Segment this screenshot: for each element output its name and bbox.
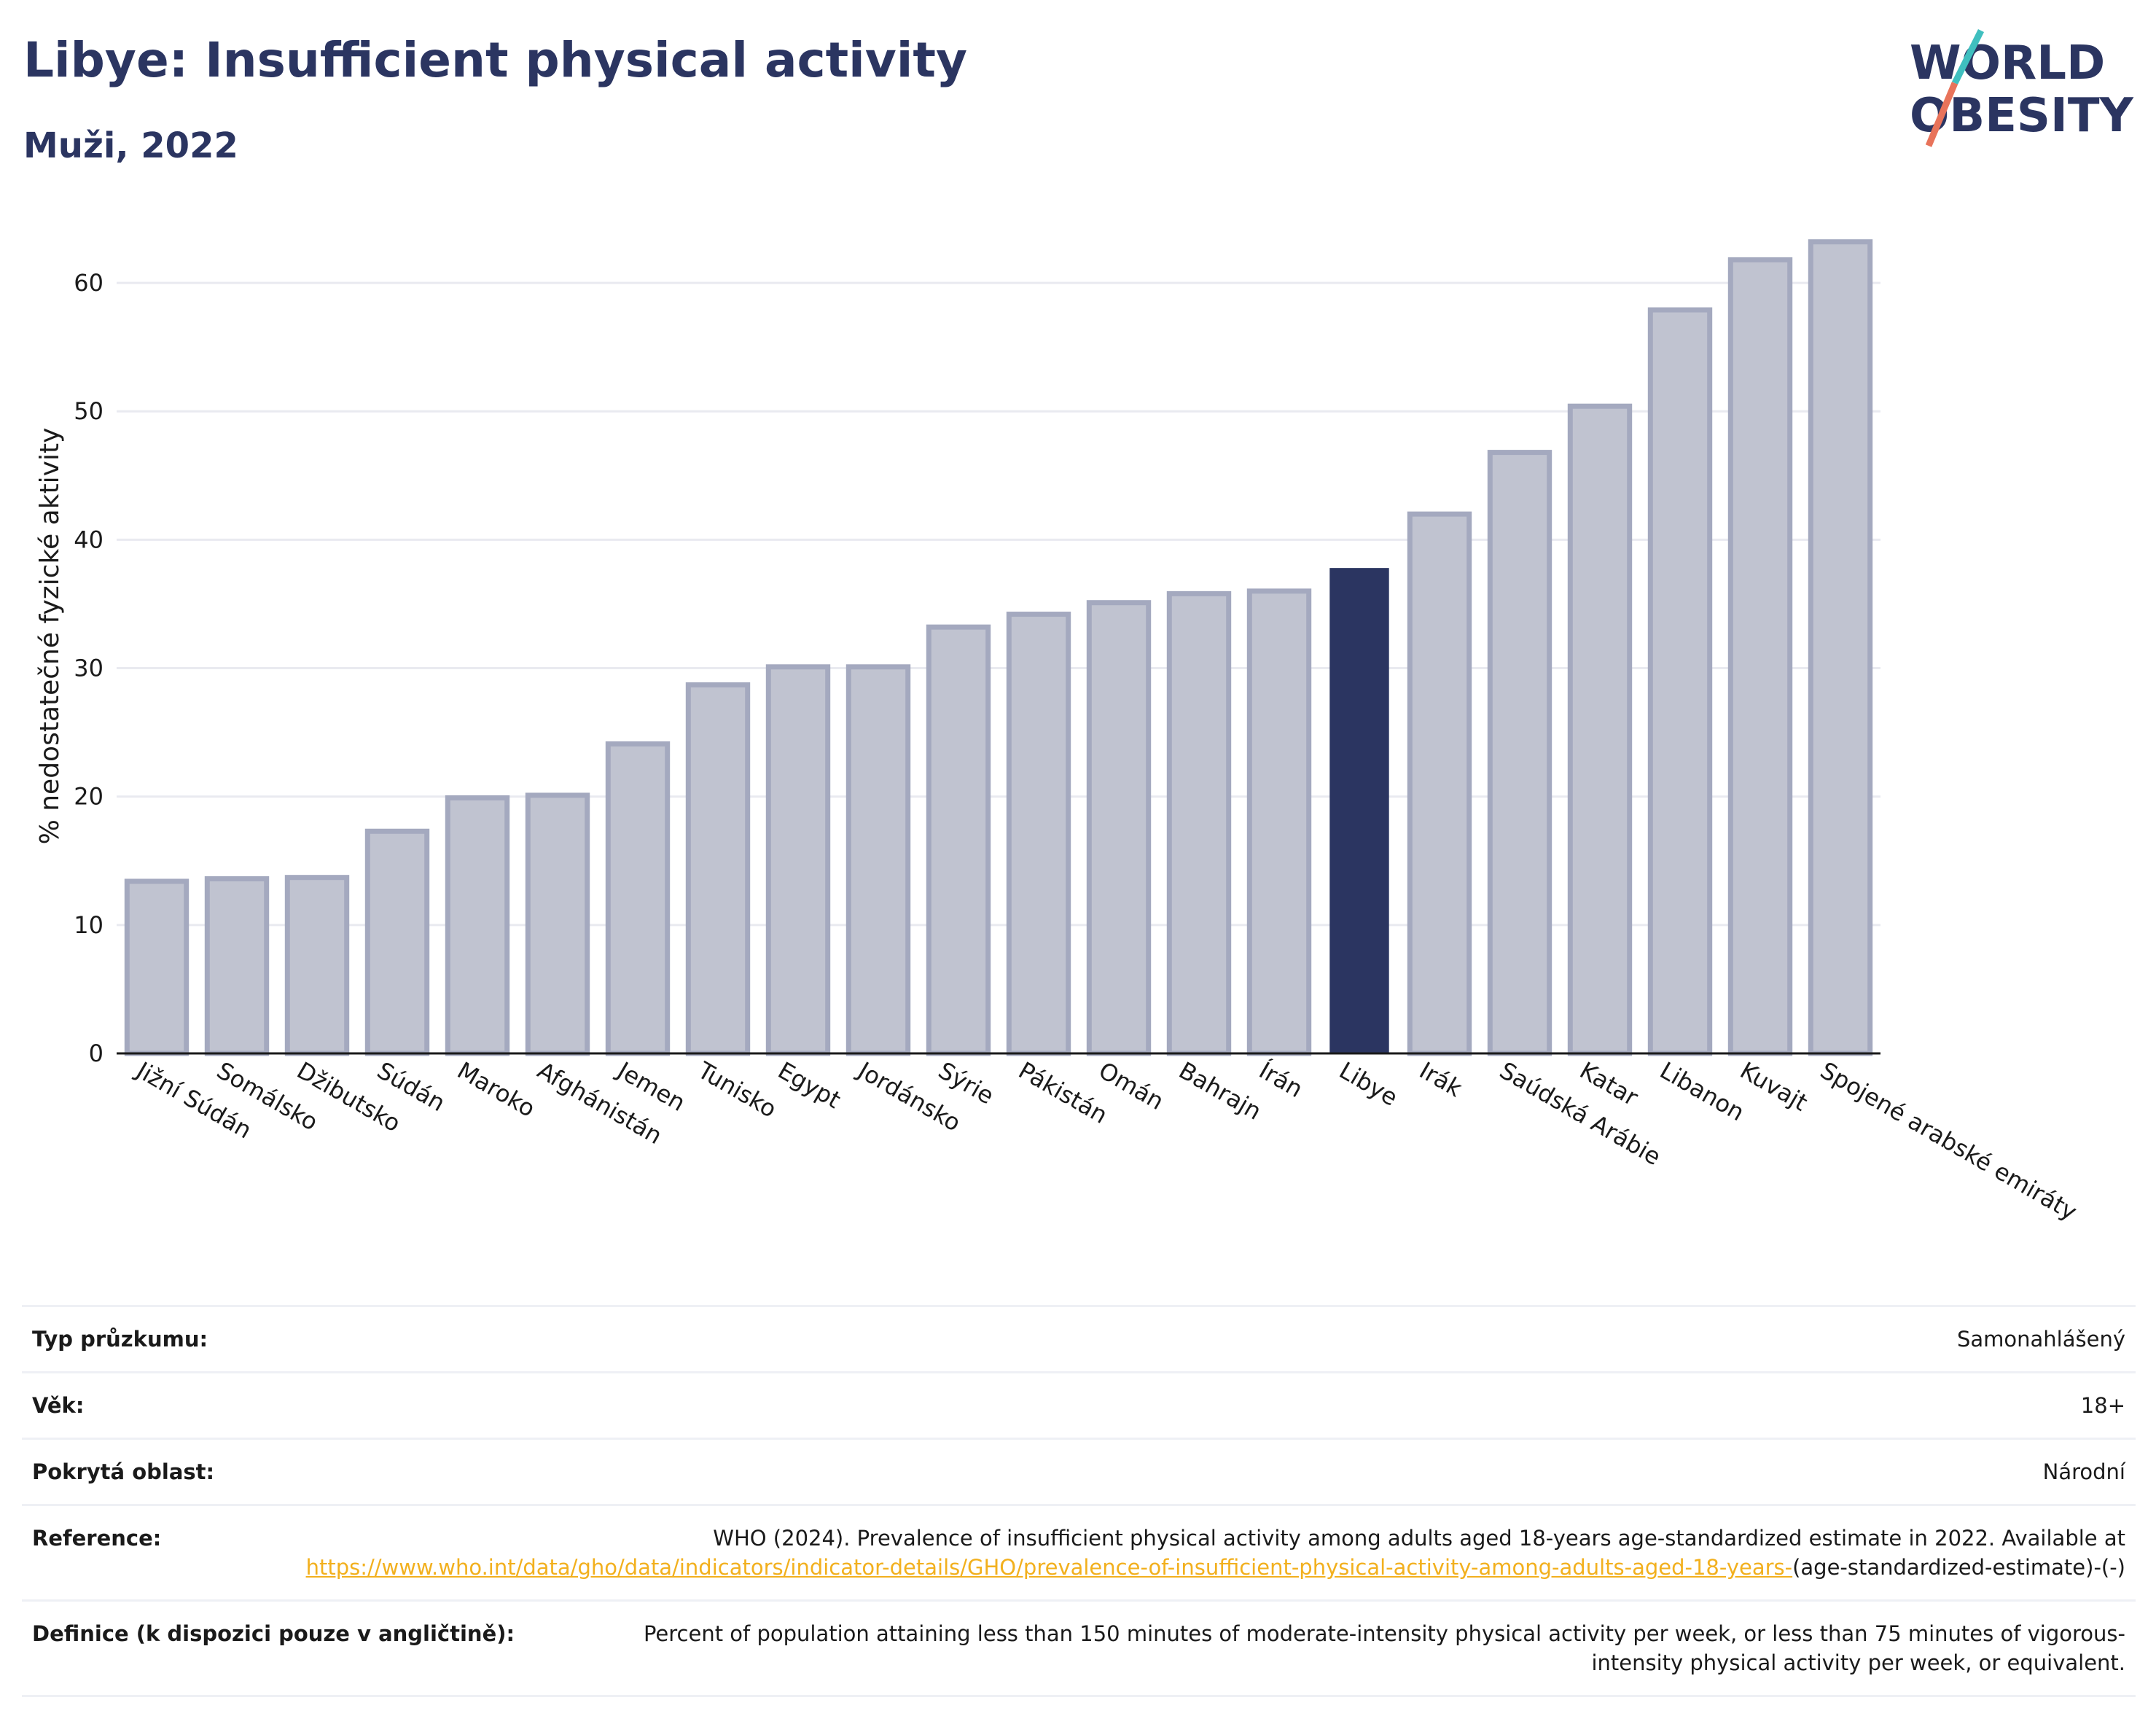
y-ticks: 0 10 20 30 40 50 60 [74,269,103,1067]
y-axis-title: % nedostatečné fyzické aktivity [35,428,65,845]
bar-jordánsko [845,664,911,1056]
bar-afghánistán [525,792,590,1056]
bar-pákistán [1006,612,1071,1056]
x-tick-label: Kuvajt [1735,1056,1812,1117]
definition-label: Definice (k dispozici pouze v angličtině… [32,1621,515,1646]
y-tick-label: 20 [74,783,103,811]
bar-omán [1086,600,1152,1056]
info-row-survey-type: Typ průzkumu: Samonahlášený [22,1305,2136,1371]
x-tick-label: Írán [1254,1056,1308,1103]
x-tick-label: Spojené arabské emiráty [1816,1056,2082,1226]
y-tick-label: 0 [89,1040,103,1067]
bar-tunisko [685,682,751,1056]
age-label: Věk: [32,1393,85,1418]
survey-type-label: Typ průzkumu: [32,1327,208,1352]
reference-suffix: (age-standardized-estimate)-(-) [1792,1555,2125,1580]
bar-chart: 0 10 20 30 40 50 60 Jižní SúdánSomálskoDžibuts… [35,239,2082,1226]
logo-slash-bottom [1925,82,1958,147]
x-tick-label: Libanon [1655,1056,1749,1126]
survey-type-value: Samonahlášený [1956,1327,2125,1352]
bar-bahrajn [1166,590,1232,1056]
y-tick-label: 30 [74,655,103,682]
y-tick-label: 50 [74,397,103,425]
info-table: Typ průzkumu: Samonahlášený Věk: 18+ Pok… [22,1305,2136,1697]
world-obesity-logo: WORLD OBESITY [1910,28,2133,147]
bar-súdán [364,828,430,1056]
bar-katar [1567,403,1633,1056]
bar-irák [1407,511,1472,1056]
x-tick-label: Pákistán [1014,1056,1112,1129]
reference-link[interactable]: https://www.who.int/data/gho/data/indica… [305,1555,1793,1580]
bar-somálsko [204,876,270,1056]
x-tick-label: Irák [1415,1056,1467,1103]
chart-subtitle: Muži, 2022 [23,125,238,166]
y-tick-label: 60 [74,269,103,297]
bars [124,239,1873,1056]
info-row-definition: Definice (k dispozici pouze v angličtině… [22,1599,2136,1697]
x-tick-label: Bahrajn [1174,1056,1266,1126]
info-row-age: Věk: 18+ [22,1371,2136,1438]
bar-jemen [605,741,671,1056]
logo-slash-top [1951,28,1985,85]
logo-line1: WORLD [1910,36,2105,90]
x-tick-label: Egypt [773,1056,845,1114]
x-tick-label: Libye [1335,1056,1402,1112]
bar-libanon [1647,307,1713,1056]
bar-maroko [445,795,510,1056]
bar-saúdská-arábie [1487,450,1552,1056]
reference-text: WHO (2024). Prevalence of insufficient p… [713,1526,2125,1551]
info-row-coverage: Pokrytá oblast: Národní [22,1438,2136,1504]
bar-spojené-arabské-emiráty [1808,239,1873,1056]
bar-kuvajt [1727,257,1793,1056]
info-row-reference: Reference: WHO (2024). Prevalence of ins… [22,1504,2136,1599]
chart-title: Libye: Insufficient physical activity [23,32,967,88]
reference-value: WHO (2024). Prevalence of insufficient p… [161,1524,2125,1582]
reference-label: Reference: [32,1526,162,1551]
x-tick-label: Tunisko [692,1056,781,1123]
age-value: 18+ [2080,1393,2125,1418]
y-tick-label: 10 [74,911,103,939]
bar-jižní-súdán [124,878,190,1056]
definition-value: Percent of population attaining less tha… [643,1621,2125,1675]
bar-írán [1246,588,1312,1056]
bar-džibutsko [284,875,350,1056]
bar-sýrie [926,624,991,1056]
x-tick-label: Maroko [453,1056,540,1123]
bar-egypt [765,664,831,1056]
y-tick-label: 40 [74,526,103,553]
coverage-label: Pokrytá oblast: [32,1459,215,1484]
bar-libye [1329,568,1389,1053]
coverage-value: Národní [2042,1459,2125,1484]
